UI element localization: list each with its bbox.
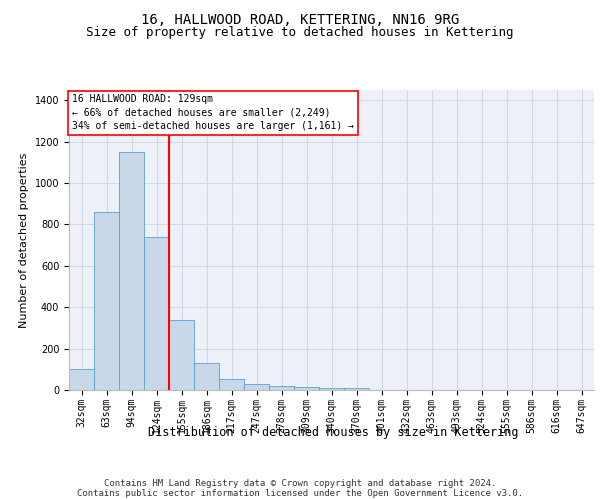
Bar xyxy=(269,386,294,390)
Y-axis label: Number of detached properties: Number of detached properties xyxy=(19,152,29,328)
Bar xyxy=(344,388,369,390)
Bar xyxy=(119,152,144,390)
Bar xyxy=(169,320,194,390)
Text: Contains HM Land Registry data © Crown copyright and database right 2024.: Contains HM Land Registry data © Crown c… xyxy=(104,478,496,488)
Text: Size of property relative to detached houses in Kettering: Size of property relative to detached ho… xyxy=(86,26,514,39)
Bar xyxy=(194,363,219,390)
Text: 16, HALLWOOD ROAD, KETTERING, NN16 9RG: 16, HALLWOOD ROAD, KETTERING, NN16 9RG xyxy=(141,12,459,26)
Bar xyxy=(219,378,244,390)
Bar xyxy=(144,237,169,390)
Text: Distribution of detached houses by size in Kettering: Distribution of detached houses by size … xyxy=(148,426,518,439)
Bar xyxy=(94,212,119,390)
Text: 16 HALLWOOD ROAD: 129sqm
← 66% of detached houses are smaller (2,249)
34% of sem: 16 HALLWOOD ROAD: 129sqm ← 66% of detach… xyxy=(71,94,353,131)
Bar xyxy=(319,388,344,390)
Bar xyxy=(244,384,269,390)
Bar xyxy=(69,370,94,390)
Text: Contains public sector information licensed under the Open Government Licence v3: Contains public sector information licen… xyxy=(77,488,523,498)
Bar xyxy=(294,387,319,390)
